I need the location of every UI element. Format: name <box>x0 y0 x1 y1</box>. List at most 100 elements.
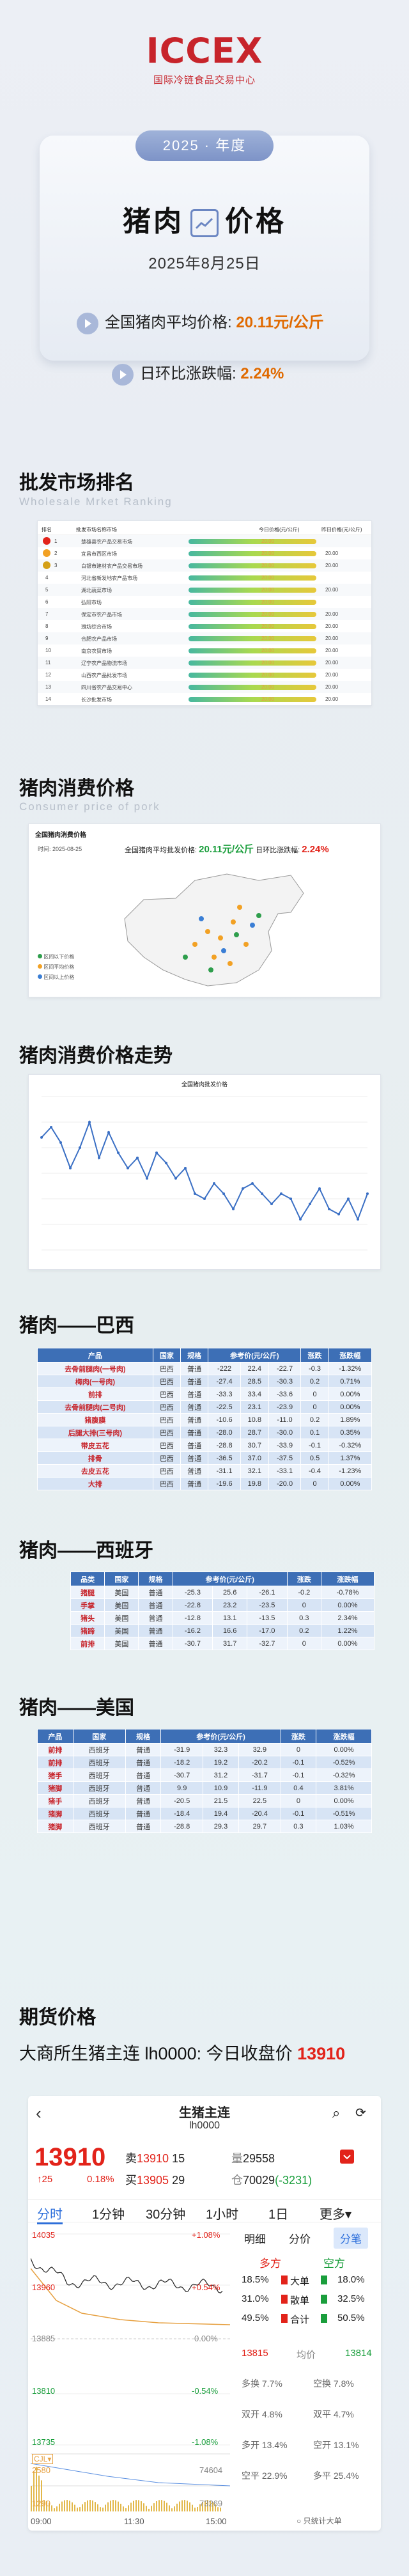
price-change: ↑25 <box>37 2174 53 2185</box>
table-cell: -28.8 <box>208 1439 241 1452</box>
market-name: 弘阳市场 <box>81 600 102 605</box>
yesterday-price: 20.00 <box>325 672 339 678</box>
map-time-value: 2025-08-25 <box>52 846 82 852</box>
market-name: 宜昌市西区市场 <box>81 551 117 557</box>
refresh-icon[interactable]: ⟳ <box>355 2106 366 2120</box>
tab-price-level[interactable]: 分价 <box>289 2233 311 2245</box>
tab-1min[interactable]: 1分钟 <box>92 2208 125 2222</box>
market-name: 南京农贸市场 <box>81 648 112 654</box>
table-cell: 2.34% <box>320 1611 375 1625</box>
table-cell: 1.03% <box>316 1820 372 1833</box>
play-icon <box>77 312 98 334</box>
volume-bar <box>77 2508 78 2511</box>
trend-point <box>127 1167 129 1169</box>
rank-number: 9 <box>45 636 49 641</box>
tab-intraday[interactable]: 分时 <box>37 2204 63 2224</box>
trend-point <box>213 1182 215 1185</box>
tab-30min[interactable]: 30分钟 <box>146 2208 186 2222</box>
table-cell: 0.2 <box>300 1413 329 1426</box>
rank-row: 3 白银市建材农产品交易市场 20.00 20.00 <box>38 559 371 572</box>
column-header: 国家 <box>152 1348 181 1362</box>
axis-label: 2580 <box>32 2465 50 2475</box>
volume-bar <box>181 2500 183 2511</box>
table-row: 后腿大排(三号肉) 巴西 普通 -28.0 28.7 -30.0 0.1 0.35% <box>37 1426 373 1439</box>
yesterday-price: 20.00 <box>325 587 339 593</box>
table-cell: 普通 <box>125 1768 162 1782</box>
hero-title-left: 猪肉 <box>123 206 184 237</box>
tab-detail[interactable]: 明细 <box>244 2233 266 2245</box>
consumer-title: 猪肉消费价格 <box>19 778 134 799</box>
yesterday-price: 20.00 <box>325 623 339 629</box>
table-cell: 0.00% <box>320 1598 375 1612</box>
axis-label: +0.54% <box>192 2283 220 2292</box>
table-row: 手掌 美国 普通 -22.8 23.2 -23.5 0 0.00% <box>70 1598 375 1612</box>
futures-close: 13910 <box>297 2044 346 2063</box>
today-price: 20.00 <box>261 696 275 702</box>
table-cell: 普通 <box>138 1598 173 1612</box>
rank-number: 11 <box>45 660 51 666</box>
medal-icon <box>43 549 50 557</box>
trend-point <box>146 1177 148 1180</box>
volume-bar <box>212 2502 213 2511</box>
table-cell: 22.5 <box>238 1794 281 1807</box>
table-cell: 19.4 <box>202 1807 240 1820</box>
table-cell: -222 <box>208 1362 241 1375</box>
indicator-selector[interactable]: CJL▾ <box>32 2454 54 2464</box>
yesterday-price: 20.00 <box>325 563 339 568</box>
rank-number: 3 <box>54 563 58 568</box>
table-cell: -20.5 <box>160 1794 203 1807</box>
usa-title: 猪肉——美国 <box>19 1698 134 1719</box>
back-icon[interactable]: ‹ <box>36 2104 42 2123</box>
futures-app: ‹ 生猪主连 lh0000 ⌕ ⟳ 13910 卖13910 15 量29558… <box>28 2096 381 2531</box>
rank-row: 1 楚雄县农产品交易市场 20.00 <box>38 535 371 547</box>
volume-bar <box>156 2501 157 2511</box>
only-big-toggle[interactable]: ○ 只统计大单 <box>297 2517 342 2525</box>
tab-1day[interactable]: 1日 <box>268 2208 289 2222</box>
table-cell: -27.4 <box>208 1375 241 1388</box>
today-price: 20.00 <box>261 575 275 581</box>
volume-bar <box>133 2501 134 2511</box>
trend-point <box>289 1198 292 1200</box>
price-bar <box>189 624 316 629</box>
table-cell: 0.1 <box>300 1426 329 1439</box>
table-cell: 25.6 <box>212 1586 248 1599</box>
rank-row: 10 南京农贸市场 20.00 20.00 <box>38 644 371 657</box>
column-header: 涨跌 <box>286 1572 321 1586</box>
volume-bar <box>174 2506 175 2511</box>
volume-bar <box>220 2507 221 2511</box>
tab-ticks[interactable]: 分笔 <box>334 2228 368 2249</box>
table-cell: 普通 <box>180 1439 209 1452</box>
trend-point <box>79 1146 81 1149</box>
usa-table-wrap: 产品 国家 规格 参考价(元/公斤) 涨跌 涨跌幅 前排 西班牙 普通 -31.9 32.3 32.9… <box>37 1729 372 1833</box>
tab-1hour[interactable]: 1小时 <box>206 2208 239 2222</box>
time-label: 15:00 <box>206 2517 227 2526</box>
table-cell: -13.5 <box>247 1611 288 1625</box>
volume-bar <box>204 2500 206 2511</box>
volume-bar <box>95 2502 96 2511</box>
table-cell: 普通 <box>180 1400 209 1414</box>
axis-label: 13735 <box>32 2437 56 2447</box>
table-row: 大排 巴西 普通 -19.6 19.8 -20.0 0 0.00% <box>37 1477 373 1490</box>
table-cell: 普通 <box>125 1807 162 1820</box>
table-row: 去骨前腿肉(一号肉) 巴西 普通 -222 22.4 -22.7 -0.3 -1.32% <box>37 1362 373 1375</box>
app-code: lh0000 <box>189 2120 220 2131</box>
volume-bar <box>148 2508 150 2511</box>
table-cell: 29.3 <box>202 1820 240 1833</box>
table-cell: -12.8 <box>172 1611 213 1625</box>
price-bar <box>189 588 316 593</box>
trend-point <box>203 1198 206 1200</box>
search-icon[interactable]: ⌕ <box>332 2105 341 2121</box>
table-cell: 去骨前腿肉(二号肉) <box>37 1400 153 1414</box>
tab-more[interactable]: 更多▾ <box>320 2208 352 2222</box>
table-cell: -18.2 <box>160 1756 203 1769</box>
table-cell: -31.9 <box>160 1743 203 1756</box>
dropdown-icon[interactable] <box>340 2150 354 2164</box>
table-cell: 0.5 <box>300 1451 329 1465</box>
time-label: 09:00 <box>31 2517 52 2526</box>
table-cell: -33.6 <box>268 1387 302 1401</box>
table-cell: 33.4 <box>240 1387 269 1401</box>
volume-bar <box>72 2502 73 2511</box>
usa-table: 产品 国家 规格 参考价(元/公斤) 涨跌 涨跌幅 前排 西班牙 普通 -31.9 32.3 32.9… <box>37 1729 372 1833</box>
market-name: 长沙批发市场 <box>81 697 112 703</box>
table-cell: -20.4 <box>238 1807 281 1820</box>
